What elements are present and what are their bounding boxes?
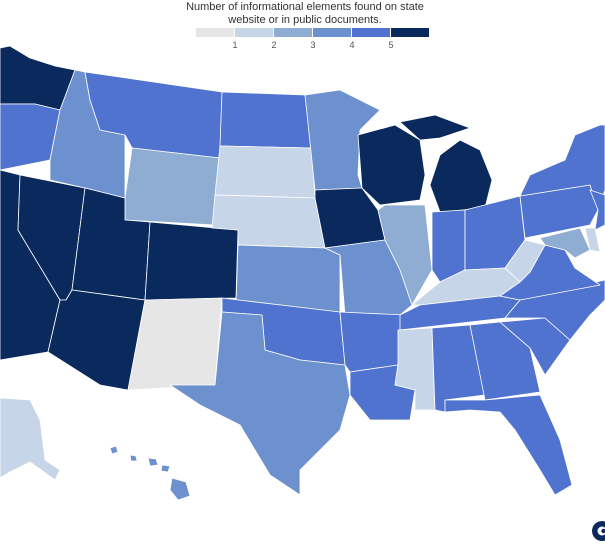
- legend-label-5: 5: [388, 40, 394, 50]
- state-sc[interactable]: [499, 317, 571, 376]
- legend-label-3: 3: [310, 40, 316, 50]
- state-sd[interactable]: [214, 145, 316, 199]
- legend-label-1: 1: [232, 40, 238, 50]
- state-mi[interactable]: [399, 114, 493, 213]
- state-nj[interactable]: [589, 189, 605, 231]
- state-wi[interactable]: [357, 124, 426, 206]
- state-wv[interactable]: [504, 239, 546, 283]
- state-ak[interactable]: [0, 397, 61, 481]
- map-title-line-2: website or in public documents.: [228, 14, 382, 26]
- legend-swatch-4: [313, 28, 351, 37]
- map-title: Number of informational elements found o…: [180, 1, 430, 27]
- state-ar[interactable]: [339, 311, 406, 373]
- state-de[interactable]: [584, 227, 601, 253]
- legend-label-2: 2: [271, 40, 277, 50]
- legend-swatch-5: [352, 28, 390, 37]
- state-wy[interactable]: [124, 147, 221, 226]
- legend-swatch-3: [274, 28, 312, 37]
- state-tx[interactable]: [169, 311, 351, 496]
- state-fl[interactable]: [444, 394, 573, 496]
- map-title-line-1: Number of informational elements found o…: [186, 1, 424, 13]
- state-md[interactable]: [539, 227, 591, 259]
- legend-swatch-1: [196, 28, 234, 37]
- legend: 1 2 3 4 5: [196, 28, 429, 54]
- legend-label-4: 4: [349, 40, 355, 50]
- state-il[interactable]: [377, 204, 433, 306]
- state-ks[interactable]: [235, 244, 341, 313]
- state-nd[interactable]: [219, 91, 313, 149]
- state-in[interactable]: [431, 209, 466, 283]
- legend-swatch-2: [235, 28, 273, 37]
- state-co[interactable]: [144, 221, 239, 301]
- legend-swatch-6: [391, 28, 429, 37]
- state-hi[interactable]: [109, 445, 191, 501]
- brand-logo-icon: [592, 521, 605, 541]
